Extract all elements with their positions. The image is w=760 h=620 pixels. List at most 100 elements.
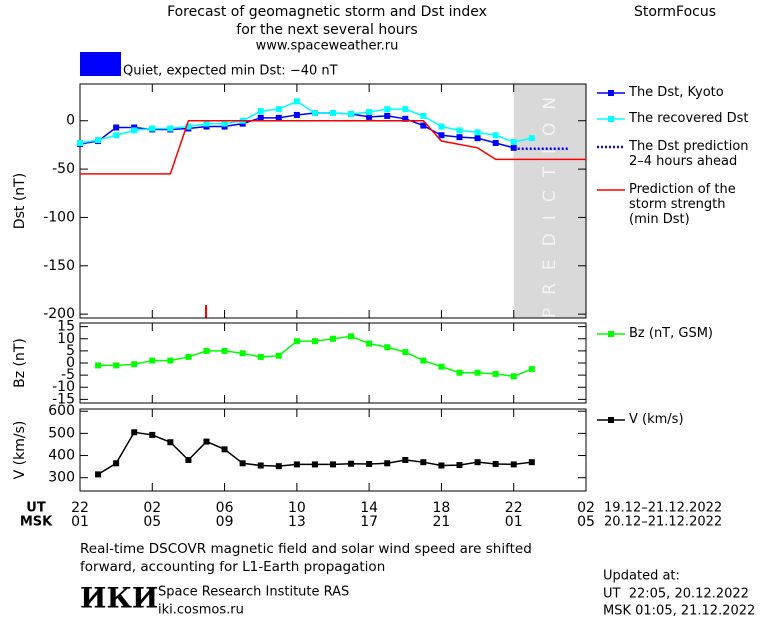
data-point (113, 124, 120, 131)
x-tick-label-msk: 13 (288, 514, 306, 530)
data-point (311, 338, 318, 345)
data-point (402, 106, 409, 113)
data-point (167, 125, 174, 132)
x-tick-label: 02 (143, 500, 161, 516)
series-line (80, 119, 586, 175)
data-point (366, 340, 373, 347)
data-point (366, 460, 373, 467)
y-tick-label: 0 (66, 355, 75, 371)
data-point (185, 353, 192, 360)
ut-caption: UT (26, 501, 46, 516)
data-point (185, 123, 192, 130)
data-point (474, 129, 481, 136)
y-tick-label: 5 (66, 343, 75, 359)
data-point (203, 347, 210, 354)
data-point (528, 366, 535, 373)
data-point (275, 463, 282, 470)
y-tick-label: -100 (43, 209, 75, 225)
data-point (203, 120, 210, 127)
status-text: Quiet, expected min Dst: −40 nT (123, 64, 338, 79)
data-point (95, 471, 102, 478)
y-tick-label: 10 (57, 331, 75, 347)
data-point (384, 106, 391, 113)
data-point (95, 362, 102, 369)
data-point (293, 461, 300, 468)
x-tick-label: 10 (288, 500, 306, 516)
data-point (203, 438, 210, 445)
x-tick-label-msk: 21 (433, 514, 451, 530)
footer-note: Real-time DSCOVR magnetic field and sola… (80, 541, 532, 575)
series-line (97, 431, 532, 476)
data-point (221, 120, 228, 127)
data-point (402, 349, 409, 356)
data-point (528, 135, 535, 142)
data-point (239, 350, 246, 357)
data-point (510, 461, 517, 468)
y-axis-label: V (km/s) (12, 421, 28, 480)
ut-range: 19.12–21.12.2022 (604, 501, 722, 516)
y-axis-label: Bz (nT) (12, 338, 28, 388)
data-point (257, 108, 264, 115)
data-point (275, 352, 282, 359)
data-point (239, 460, 246, 467)
data-point (167, 439, 174, 446)
data-point (185, 456, 192, 463)
data-point (384, 112, 391, 119)
x-tick-label-msk: 05 (577, 514, 595, 530)
data-point (257, 114, 264, 121)
data-point (420, 122, 427, 129)
data-point (420, 459, 427, 466)
data-point (113, 132, 120, 139)
data-point (149, 357, 156, 364)
y-tick-label: -50 (52, 161, 75, 177)
data-point (257, 462, 264, 469)
y-tick-label: -10 (52, 379, 75, 395)
data-point (420, 112, 427, 119)
data-point (384, 344, 391, 351)
data-point (456, 127, 463, 134)
data-point (456, 462, 463, 469)
data-point (438, 123, 445, 130)
data-point (275, 106, 282, 113)
data-point (330, 335, 336, 342)
data-point (366, 113, 373, 120)
legend-marker (608, 331, 614, 337)
data-point (348, 333, 355, 340)
legend-label: Bz (nT, GSM) (629, 326, 714, 341)
data-point (113, 460, 120, 467)
plot-frame (79, 322, 587, 404)
data-point (474, 369, 481, 376)
data-point (474, 135, 481, 142)
plot-frame (79, 83, 587, 319)
data-point (456, 134, 463, 141)
logo: ИКИ (80, 582, 158, 615)
title-line: for the next several hours (236, 22, 417, 38)
data-point (366, 109, 373, 116)
x-tick-label: 22 (505, 500, 523, 516)
y-tick-label: 15 (57, 319, 75, 335)
status-indicator (80, 52, 121, 76)
data-point (77, 139, 83, 146)
data-point (131, 361, 138, 368)
y-tick-label: 300 (48, 470, 75, 486)
data-point (95, 137, 102, 144)
data-point (438, 462, 445, 469)
data-point (131, 127, 138, 134)
data-point (348, 460, 355, 467)
x-tick-label-msk: 09 (216, 514, 234, 530)
legend-label: The recovered Dst (629, 111, 749, 126)
legend-label: The Dst, Kyoto (629, 85, 724, 100)
y-tick-label: -200 (43, 306, 75, 322)
institute: Space Research Institute RAS (158, 585, 349, 600)
data-point (438, 363, 445, 370)
updated-caption: Updated at: (603, 569, 680, 584)
x-tick-label-msk: 05 (143, 514, 161, 530)
y-axis-label: Dst (nT) (12, 173, 28, 229)
data-point (311, 110, 318, 117)
data-point (293, 111, 300, 118)
y-tick-label: 600 (48, 403, 75, 419)
legend-marker (608, 116, 614, 122)
data-point (420, 357, 427, 364)
